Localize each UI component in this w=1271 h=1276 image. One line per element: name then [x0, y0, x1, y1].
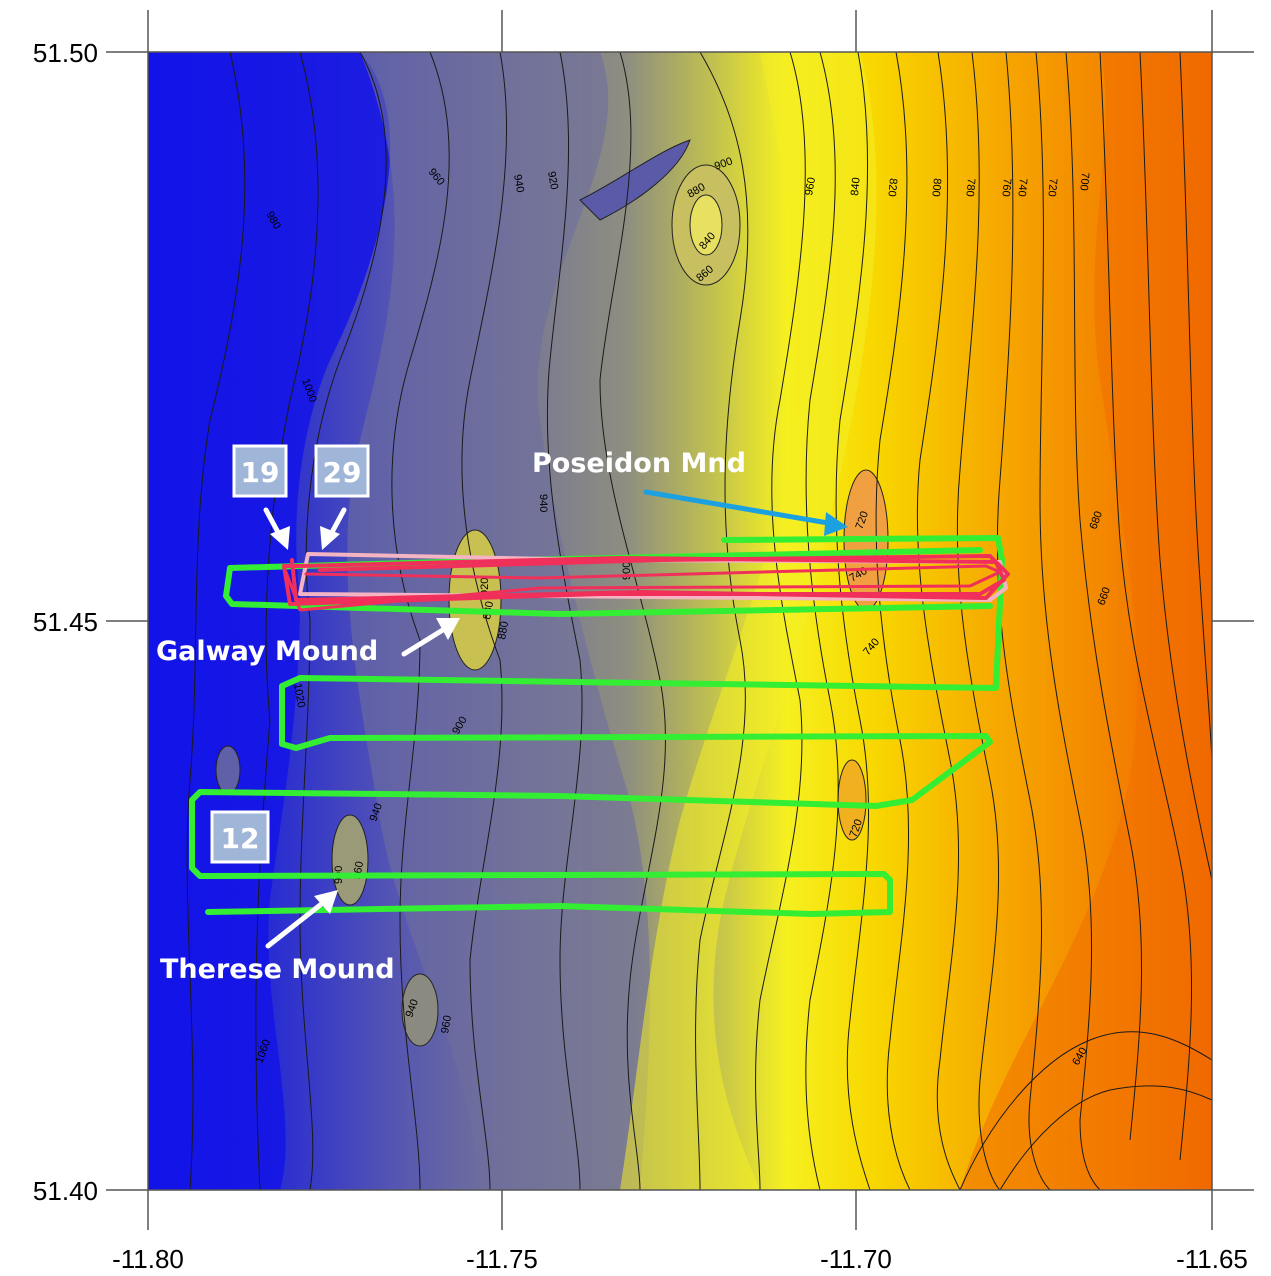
y-tick-label: 51.40: [33, 1176, 98, 1206]
axis-ticks: [106, 10, 1254, 1230]
channel-north: [579, 139, 691, 221]
contour-label: 800: [929, 178, 943, 197]
contour-label: 940: [368, 802, 386, 823]
contour-label: 820: [885, 178, 899, 197]
orange-east: [960, 52, 1212, 1190]
contour-label: 780: [963, 178, 977, 197]
contour-label: 1020: [291, 682, 307, 708]
badge-label: 12: [221, 822, 260, 855]
dive-badge-12: 12: [210, 810, 270, 864]
contour-label: 940: [511, 173, 526, 193]
badge-label: 29: [323, 456, 362, 489]
arrow-therese-head: [314, 890, 338, 914]
arrow-galway: [401, 625, 449, 657]
label-poseidon-mound: Poseidon Mnd: [532, 448, 746, 479]
red-track-2: [290, 554, 1010, 602]
arrow-poseidon: [643, 489, 837, 527]
contour-label-group: 960 940 920 900 880 840 860 960 840 820 …: [254, 155, 1114, 1067]
yellow-band: [620, 52, 877, 1190]
green-track-north: [223, 547, 993, 617]
arrow-galway-head: [436, 618, 460, 640]
mound-small-west: [215, 745, 241, 795]
dive-badge-19: 19: [232, 444, 288, 498]
contour-label: 760: [999, 178, 1013, 197]
badge-label: 19: [241, 456, 280, 489]
x-tick-label: -11.65: [1176, 1244, 1248, 1274]
contour-lines: [186, 52, 1212, 1190]
arrow-poseidon-head: [824, 512, 848, 536]
x-tick-label: -11.80: [112, 1244, 184, 1274]
contour-label: 720: [1045, 178, 1059, 197]
contour-label: 720: [848, 818, 866, 839]
contour-label: 700: [1077, 172, 1091, 191]
arrow-29-head: [320, 526, 340, 550]
y-tick-label: 51.50: [33, 38, 98, 68]
arrow-19-head: [270, 526, 290, 550]
contour-label: 880: [496, 620, 511, 640]
label-galway-mound: Galway Mound: [156, 636, 378, 667]
deep-basin: [148, 52, 391, 1190]
contour-label: 840: [849, 177, 863, 196]
survey-tracks: [189, 535, 1010, 917]
x-tick-label: -11.70: [820, 1244, 892, 1274]
arrow-therese: [265, 899, 327, 949]
contour-label: 940: [404, 998, 422, 1019]
contour-label: 720: [854, 510, 872, 531]
red-track-3: [284, 564, 1002, 612]
contour-label: 660: [1096, 586, 1114, 607]
contour-label: 960: [803, 176, 818, 196]
label-therese-mound: Therese Mound: [160, 954, 395, 985]
contour-label: 900: [713, 155, 734, 173]
therese-mound-shape: [331, 814, 369, 906]
mound-south: [401, 973, 439, 1047]
x-tick-label: -11.75: [466, 1244, 538, 1274]
arrows: [263, 489, 848, 949]
contour-label: 740: [1015, 178, 1029, 197]
y-tick-label: 51.45: [33, 607, 98, 637]
contour-label: 680: [1088, 510, 1106, 531]
dive-badge-29: 29: [314, 444, 370, 498]
contour-label: 920: [545, 170, 560, 190]
mound-north-inner: [689, 194, 723, 256]
contour-label: 960: [439, 1014, 454, 1034]
green-track: [189, 535, 1005, 917]
contour-label: 940: [537, 494, 549, 512]
